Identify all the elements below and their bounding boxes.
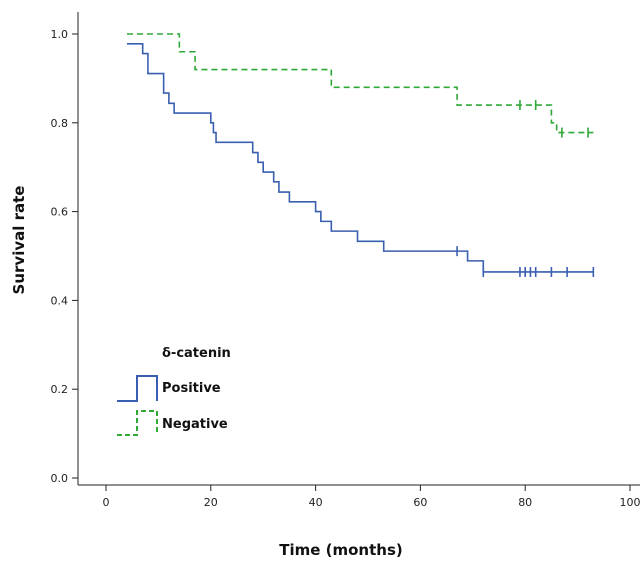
y-axis-ticks: 0.0 0.2 0.4 0.6 0.8 1.0 (51, 28, 78, 485)
x-tick-label: 80 (518, 496, 532, 509)
legend-negative-swatch (117, 410, 158, 436)
y-tick-label: 0.2 (51, 383, 69, 396)
legend-title: δ-catenin (162, 346, 231, 361)
series-layer (126, 33, 595, 277)
x-tick-label: 60 (413, 496, 427, 509)
negative-survival-curve (126, 33, 594, 134)
x-axis-title: Time (months) (279, 541, 403, 559)
legend-negative-label: Negative (162, 417, 228, 432)
legend-positive-label: Positive (162, 381, 221, 396)
x-axis-ticks: 0 20 40 60 80 100 (103, 485, 641, 509)
y-tick-label: 0.4 (51, 294, 69, 307)
x-tick-label: 100 (620, 496, 641, 509)
y-tick-label: 0.8 (51, 117, 69, 130)
legend: δ-catenin Positive Negative (117, 346, 231, 436)
y-tick-label: 0.0 (51, 472, 69, 485)
legend-positive-swatch (117, 375, 158, 402)
y-tick-label: 0.6 (51, 206, 69, 219)
y-tick-label: 1.0 (51, 28, 69, 41)
x-tick-label: 40 (309, 496, 323, 509)
x-tick-label: 20 (204, 496, 218, 509)
positive-survival-curve (126, 42, 594, 273)
x-tick-label: 0 (103, 496, 110, 509)
y-axis-title: Survival rate (10, 186, 28, 295)
